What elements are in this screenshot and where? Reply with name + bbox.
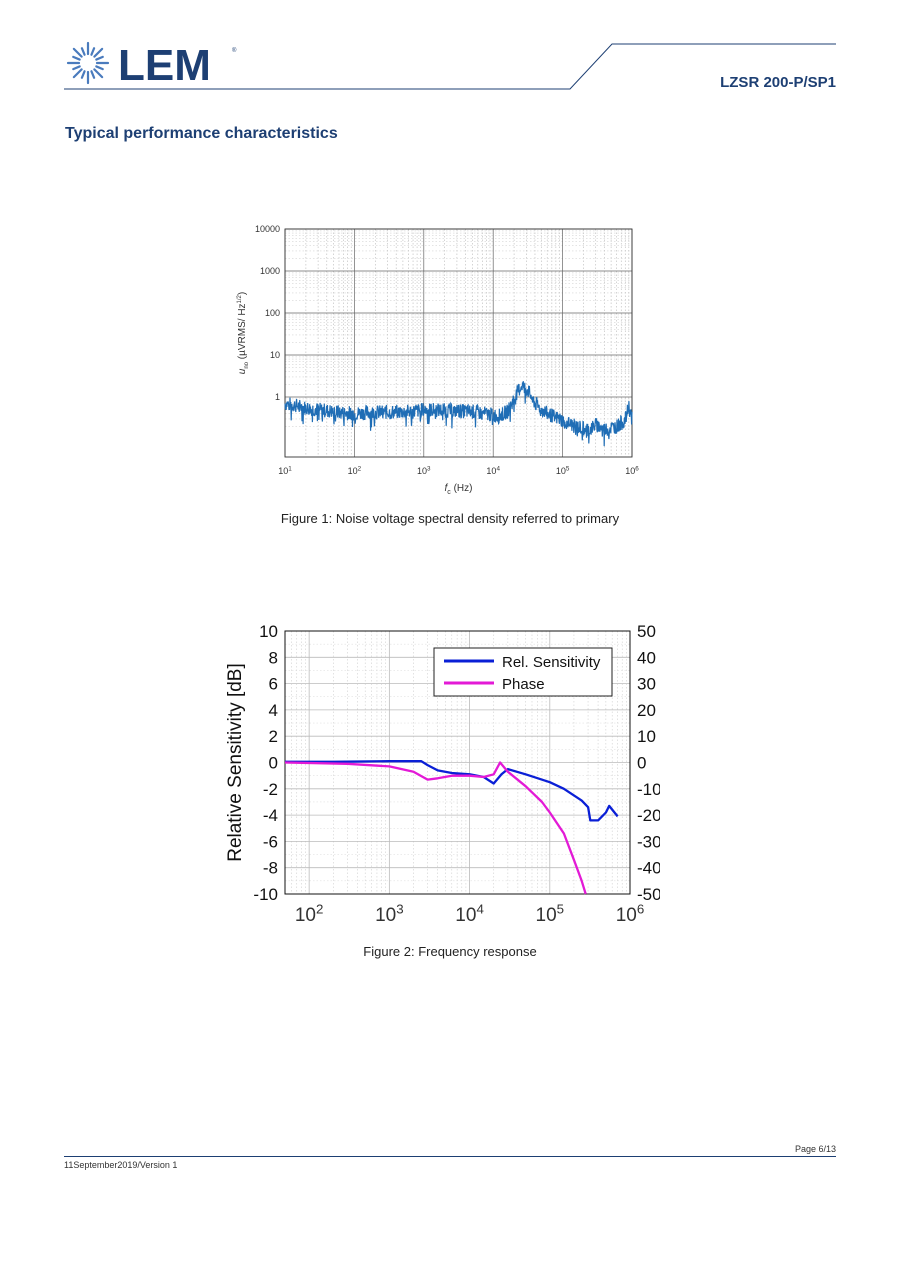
y2-tick-label: -30 <box>637 832 660 851</box>
x-tick-label: 101 <box>278 465 292 476</box>
y-tick-label: 10 <box>259 622 278 641</box>
sunburst-icon: LEM ® <box>66 41 237 90</box>
sunburst-ray <box>93 47 104 58</box>
x-axis-label: fc (Hz) <box>445 483 473 496</box>
noise-series-line <box>284 381 633 447</box>
sunburst-ray <box>95 55 104 61</box>
y-tick-label: 10 <box>270 350 280 360</box>
svg-text:®: ® <box>232 47 237 54</box>
y-tick-label: -6 <box>263 832 278 851</box>
y-tick-label: -4 <box>263 806 278 825</box>
y-tick-label: 10000 <box>255 224 280 234</box>
logo-text: LEM <box>118 41 211 86</box>
x-tick-label: 104 <box>455 901 484 926</box>
sunburst-ray <box>90 47 96 56</box>
y-tick-label: 2 <box>269 727 278 746</box>
y-tick-label: -10 <box>253 885 278 904</box>
y-tick-label: -8 <box>263 859 278 878</box>
sunburst-ray <box>72 68 83 79</box>
footer-rule <box>64 1156 836 1157</box>
y2-tick-label: -40 <box>637 859 660 878</box>
legend-label: Phase <box>502 676 545 693</box>
y-tick-label: 0 <box>269 754 278 773</box>
series-line-rel-sensitivity <box>285 760 619 822</box>
y-tick-label: 1000 <box>260 266 280 276</box>
x-tick-label: 106 <box>616 901 645 926</box>
y2-tick-label: -20 <box>637 806 660 825</box>
footer-date-version: 11September2019/Version 1 <box>64 1160 178 1170</box>
sunburst-ray <box>95 65 104 71</box>
document-id: LZSR 200-P/SP1 <box>720 74 836 91</box>
header-rule <box>64 43 836 90</box>
y-tick-label: 100 <box>265 308 280 318</box>
y2-tick-label: -50 <box>637 885 660 904</box>
figure2-caption: Figure 2: Frequency response <box>363 944 537 959</box>
y2-tick-label: 40 <box>637 648 656 667</box>
x-tick-label: 104 <box>486 465 500 476</box>
sunburst-ray <box>72 65 81 71</box>
y2-tick-label: 30 <box>637 675 656 694</box>
x-tick-label: 103 <box>417 465 431 476</box>
sunburst-ray <box>72 47 83 58</box>
y-tick-label: 8 <box>269 648 278 667</box>
x-tick-label: 102 <box>348 465 362 476</box>
y-axis-label: uno (µVRMS/ Hz1/2) <box>237 292 250 374</box>
x-tick-label: 102 <box>295 901 324 926</box>
y-tick-label: 4 <box>269 701 278 720</box>
page-number: Page 6/13 <box>794 1144 836 1154</box>
section-title: Typical performance characteristics <box>65 125 338 142</box>
x-tick-label: 105 <box>536 901 565 926</box>
x-tick-label: 103 <box>375 901 404 926</box>
y2-tick-label: 10 <box>637 727 656 746</box>
y2-tick-label: -10 <box>637 780 660 799</box>
sunburst-ray <box>80 70 86 79</box>
plot-frame <box>284 228 633 458</box>
y2-tick-label: 50 <box>637 622 656 641</box>
frequency-response-chart: 102 103 104 105 1061086420-2-4-6-8-105040302… <box>225 622 660 926</box>
noise-density-chart: 101 102 103 104 105 106 1 10 100 1000 10000 fc (Hz)… <box>237 224 639 496</box>
y-tick-label: 6 <box>269 675 278 694</box>
legend-label: Rel. Sensitivity <box>502 654 601 671</box>
y-tick-label: -2 <box>263 780 278 799</box>
y2-tick-label: 0 <box>637 754 646 773</box>
sunburst-ray <box>93 68 104 79</box>
sunburst-ray <box>80 47 86 56</box>
sunburst-ray <box>90 70 96 79</box>
y-axis-label: Relative Sensitivity [dB] <box>225 663 246 862</box>
sunburst-ray <box>72 55 81 61</box>
y-tick-label: 1 <box>275 392 280 402</box>
lem-logo: LEM ® <box>66 40 256 90</box>
series-line-phase <box>284 761 587 895</box>
x-tick-label: 106 <box>625 465 639 476</box>
y2-tick-label: 20 <box>637 701 656 720</box>
x-tick-label: 105 <box>556 465 570 476</box>
legend-box <box>433 647 613 697</box>
figure1-caption: Figure 1: Noise voltage spectral density… <box>280 511 620 526</box>
